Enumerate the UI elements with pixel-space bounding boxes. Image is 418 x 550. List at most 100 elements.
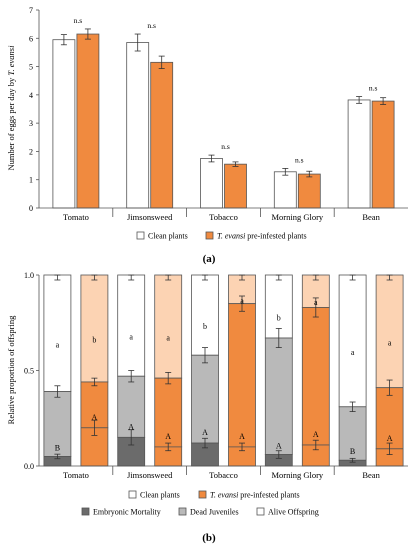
panel-b-legend-treatment: Clean plants T. evansi pre-infested plan… <box>128 490 300 500</box>
legend-alive-swatch <box>256 507 265 516</box>
bar-infested <box>224 163 247 209</box>
panel-a-ytick-label: 2 <box>29 147 33 156</box>
panel-a-ylabel: Number of eggs per day by T. evansi <box>6 45 16 171</box>
significance-letter-dead: b <box>203 322 207 331</box>
clean-dead-segment <box>338 406 367 461</box>
bar-infested <box>371 100 395 209</box>
panel-b-category-label: Tobacco <box>209 470 238 480</box>
bar-clean <box>200 158 223 209</box>
bar-clean <box>347 99 371 209</box>
panel-a-category-label: Morning Glory <box>271 212 323 222</box>
significance-letter-dead: a <box>240 296 244 305</box>
significance-letter-dead: a <box>314 298 318 307</box>
legend-b-infested-label: T. evansi pre-infested plants <box>210 491 300 500</box>
bar-infested <box>76 33 100 209</box>
panel-a-ytick-label: 4 <box>29 91 33 100</box>
legend-b-clean-label: Clean plants <box>140 491 180 500</box>
significance-letter-dead: a <box>351 348 355 357</box>
significance-letter-dead: a <box>166 334 170 343</box>
significance-letter-embryonic: A <box>276 442 282 451</box>
ns-annotation: n.s <box>369 84 378 93</box>
panel-b-axes: 0.0 0.5 1.0 Tomato Jimsonsweed Tobacco Morning… <box>24 271 408 480</box>
bar-clean <box>273 171 297 209</box>
panel-b-ytick-label: 0.0 <box>24 462 34 471</box>
panel-a-legend: Clean plants T. evansi pre-infested plan… <box>136 231 307 241</box>
panel-a-axes: 0 1 2 3 4 5 6 7 Tomato Jimsonsweed Tobacco Morning … <box>29 6 408 222</box>
clean-alive-segment <box>43 274 72 392</box>
infested-dead-segment <box>375 387 404 450</box>
significance-letter-dead: b <box>92 335 96 344</box>
panel-a-ytick-label: 0 <box>29 204 33 213</box>
panel-a-ylabel-species: T. evansi <box>6 45 16 76</box>
panel-b-category-label: Tomato <box>63 470 89 480</box>
significance-letter-embryonic: B <box>55 443 60 452</box>
significance-letter-embryonic: A <box>92 413 98 422</box>
panel-a-bars: n.s n.s n.s n.s n.s <box>52 16 395 209</box>
significance-letter-embryonic: B <box>350 447 355 456</box>
panel-a-ylabel-prefix: Number of eggs per day by <box>6 76 16 171</box>
bar-clean <box>52 39 76 209</box>
significance-letter-dead: b <box>277 314 281 323</box>
significance-letter-dead: a <box>129 333 133 342</box>
legend-b-clean-swatch <box>128 490 137 499</box>
legend-infested-swatch <box>205 231 214 240</box>
ns-annotation: n.s <box>295 155 304 164</box>
legend-clean-label: Clean plants <box>148 232 188 241</box>
infested-alive-segment <box>154 274 183 379</box>
clean-alive-segment <box>117 274 146 377</box>
panel-b-bars: a Bb Aa Aa Ab Aa Ab Aa Aa Ba A <box>43 274 404 467</box>
significance-letter-embryonic: A <box>128 422 134 431</box>
infested-dead-segment <box>301 307 330 446</box>
ns-annotation: n.s <box>221 142 230 151</box>
panel-b-category-label: Jimsonsweed <box>127 470 173 480</box>
significance-letter-dead: a <box>388 338 392 347</box>
panel-a-ytick-label: 6 <box>29 34 33 43</box>
panel-a-category-label: Tobacco <box>209 212 238 222</box>
legend-clean-swatch <box>136 231 145 240</box>
legend-dead-swatch <box>178 507 187 516</box>
clean-dead-segment <box>117 375 146 438</box>
panel-b-legend-offspring: Embryonic Mortality Dead Juveniles Alive… <box>81 507 319 517</box>
legend-infested-label: T. evansi pre-infested plants <box>217 232 307 241</box>
panel-a-eggs-chart: n.s n.s n.s n.s n.s 0 1 2 3 4 5 6 7 Tomato Jimsonswee… <box>6 6 408 265</box>
panel-b-ytick-label: 1.0 <box>24 271 34 280</box>
legend-b-infested-swatch <box>198 490 207 499</box>
panel-a-label: (a) <box>203 253 216 265</box>
infested-dead-segment <box>228 303 256 448</box>
bar-infested <box>150 61 174 209</box>
panel-a-category-label: Jimsonsweed <box>127 212 173 222</box>
bar-clean <box>126 42 150 209</box>
legend-dead-label: Dead Juveniles <box>190 508 239 517</box>
panel-a-ytick-label: 3 <box>29 119 33 128</box>
panel-a-category-label: Bean <box>362 212 380 222</box>
legend-alive-label: Alive Offspring <box>268 508 319 517</box>
clean-alive-segment <box>338 274 367 408</box>
panel-a-ytick-label: 7 <box>29 6 33 15</box>
panel-a-category-label: Tomato <box>63 212 89 222</box>
significance-letter-dead: a <box>56 340 60 349</box>
clean-alive-segment <box>191 274 219 356</box>
significance-letter-embryonic: A <box>387 434 393 443</box>
significance-letter-embryonic: A <box>165 432 171 441</box>
panel-b-category-label: Morning Glory <box>271 470 323 480</box>
ns-annotation: n.s <box>74 16 83 25</box>
panel-b-ylabel: Relative proportion of offspring <box>6 315 16 424</box>
infested-alive-segment <box>375 274 404 389</box>
panel-b-ytick-label: 0.5 <box>24 367 34 376</box>
panel-b-category-label: Bean <box>362 470 380 480</box>
legend-embryonic-swatch <box>81 507 90 516</box>
significance-letter-embryonic: A <box>202 428 208 437</box>
bar-infested <box>297 173 321 209</box>
clean-alive-segment <box>264 274 293 339</box>
panel-a-ytick-label: 1 <box>29 176 33 185</box>
significance-letter-embryonic: A <box>239 432 245 441</box>
panel-b-offspring-chart: a Bb Aa Aa Ab Aa Ab Aa Aa Ba A 0.0 0.5 1.0 Tomato Jims… <box>6 271 408 544</box>
panel-b-label: (b) <box>202 532 216 544</box>
legend-embryonic-label: Embryonic Mortality <box>93 508 161 517</box>
clean-dead-segment <box>264 337 293 455</box>
significance-letter-embryonic: A <box>313 430 319 439</box>
infested-alive-segment <box>80 274 109 383</box>
panel-a-ytick-label: 5 <box>29 63 33 72</box>
ns-annotation: n.s <box>147 21 156 30</box>
